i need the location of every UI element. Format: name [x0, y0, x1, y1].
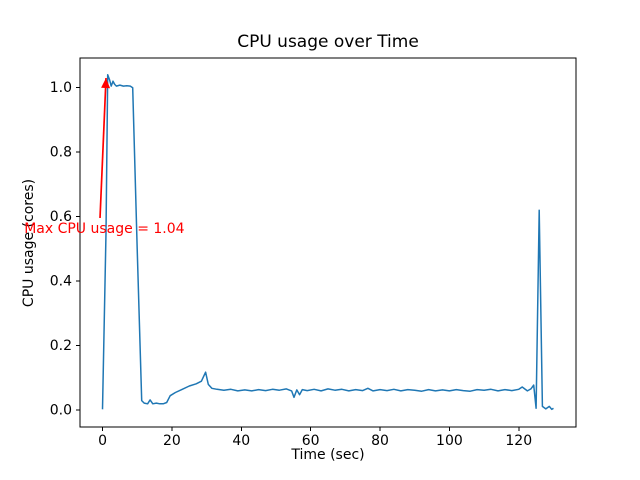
x-tick-label: 0 — [98, 433, 107, 449]
annotation-arrow-shaft — [99, 77, 107, 219]
y-tick-label: 0.4 — [50, 274, 72, 290]
cpu-usage-line — [101, 74, 554, 411]
y-tick-label: 0.8 — [50, 145, 72, 161]
y-tick-label: 0.6 — [50, 209, 72, 225]
plot-area: 0 20 40 60 80 100 120 0.0 0.2 0.4 0.6 0.8 1.0 — [50, 57, 577, 449]
x-tick-label: 120 — [505, 433, 532, 449]
max-cpu-annotation-text: Max CPU usage = 1.04 — [24, 221, 184, 237]
annotation-arrowhead — [101, 78, 111, 89]
y-tick-label: 0.0 — [50, 403, 72, 419]
x-tick-label: 40 — [232, 433, 250, 449]
y-tick-label: 0.2 — [50, 338, 72, 354]
x-tick-label: 20 — [163, 433, 181, 449]
y-axis-label: CPU usage (cores) — [21, 179, 37, 307]
text-overlay: CPU usage over Time Time (sec) CPU usage… — [21, 32, 419, 463]
x-tick-label: 80 — [371, 433, 389, 449]
chart-title: CPU usage over Time — [237, 32, 419, 52]
x-tick-label: 100 — [436, 433, 463, 449]
x-tick-label: 60 — [302, 433, 320, 449]
axes-frame — [79, 57, 577, 428]
y-tick-label: 1.0 — [50, 80, 72, 96]
x-axis-label: Time (sec) — [290, 447, 364, 463]
